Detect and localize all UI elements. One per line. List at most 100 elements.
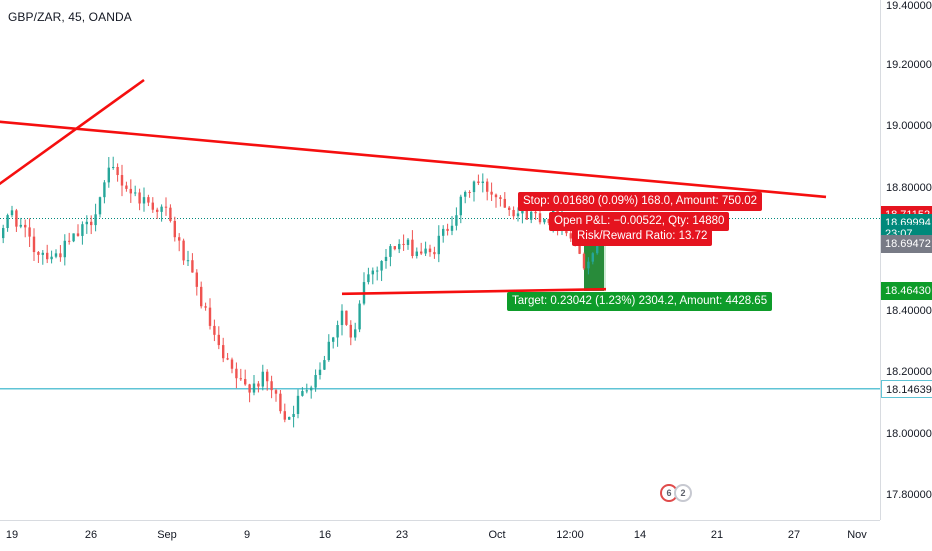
candle-body [151,202,154,210]
candle-body [512,209,515,217]
candle-body [327,341,330,361]
price-tick: 19.00000 [886,120,932,133]
plot-area[interactable]: GBP/ZAR, 45, OANDA Stop: 0.01680 (0.09%)… [0,0,880,520]
time-axis[interactable]: 19 26 Sep 9 16 23 Oct 12:00 14 21 27 Nov [0,520,880,551]
candle-body [116,166,119,176]
candle-body [508,207,511,210]
candle-body [252,383,256,393]
candle-body [134,192,137,194]
candle-body [266,371,269,382]
candle-body [490,191,493,195]
candle-body [389,246,392,257]
candle-body [90,221,93,226]
event-flag-b[interactable]: 2 [674,484,692,502]
candle-body [428,248,432,253]
price-tick: 18.40000 [886,304,932,317]
candle-body [406,239,410,245]
price-tick: 18.00000 [886,427,932,440]
trendline-2 [0,120,827,199]
price-badge-entry-price: 18.69472 [881,235,932,254]
candle-body [37,252,40,255]
time-tick: 16 [318,529,332,541]
price-badge-horizontal-line-price: 18.14639 [881,379,932,398]
candle-body [459,196,462,216]
price-axis[interactable]: 19.4000019.2000019.0000018.8000018.60000… [880,0,932,520]
candle-body [398,243,401,250]
time-tick: Nov [847,529,867,541]
candle-body [358,303,361,330]
candle-body [578,242,581,254]
candle-body [530,211,533,220]
candle-body [486,181,489,192]
candle-body [455,215,458,226]
candle-body [1,228,5,239]
candle-body [94,214,97,226]
candle-body [323,360,326,370]
time-tick: 21 [710,529,724,541]
time-tick: 14 [633,529,647,541]
candle-body [314,374,317,388]
candle-body [543,218,546,223]
candle-body [270,381,273,391]
candle-body [305,390,308,392]
candle-body [72,233,75,242]
candle-body [582,253,586,269]
candle-body [50,256,53,260]
candle-body [354,329,357,338]
candle-body [107,167,110,183]
time-tick: 19 [5,529,19,541]
candle-body [591,253,594,262]
candle-body [415,251,418,256]
candle-body [173,220,176,238]
candle-body [76,233,80,236]
candle-body [226,358,229,360]
trendline-1 [0,78,145,186]
candle-body [160,206,163,212]
trendline-3 [341,287,607,296]
candle-body [217,334,220,346]
candle-body [19,224,22,227]
candle-body [191,260,194,273]
candle-body [208,307,212,326]
candle-body [200,286,203,307]
candle-body [98,197,102,215]
candle-body [464,192,467,197]
candle-body [103,182,106,198]
time-tick: 23 [395,529,409,541]
candle-body [424,248,427,254]
candle-body [279,393,282,412]
candle-body [125,185,128,189]
candle-body [63,240,66,258]
candle-body [59,253,62,258]
candle-body [538,213,542,223]
candle-body [81,224,84,236]
time-tick: 9 [243,529,251,541]
candle-body [516,213,520,217]
time-tick: 26 [84,529,98,541]
candle-body [257,383,260,387]
target-label[interactable]: Target: 0.23042 (1.23%) 2304.2, Amount: … [507,292,773,311]
pnl-label[interactable]: Open P&L: −0.00522, Qty: 14880 [549,212,730,231]
candle-body [54,253,58,257]
stop-label[interactable]: Stop: 0.01680 (0.09%) 168.0, Amount: 750… [518,192,763,211]
price-chart-svg[interactable] [0,0,880,520]
price-tick: 17.80000 [886,489,932,502]
candle-body [433,252,436,255]
candle-body [340,310,344,326]
candle-body [283,411,286,420]
ratio-label[interactable]: Risk/Reward Ratio: 13.72 [572,227,713,246]
candle-body [494,194,498,198]
candle-body [442,228,445,236]
candle-body [301,391,304,396]
candle-body [384,256,388,262]
candle-body [204,306,207,308]
candle-body [332,337,335,342]
candle-body [376,270,379,272]
candle-body [230,359,234,369]
candle-body [288,416,291,420]
candle-body [437,235,440,255]
candle-body [28,227,31,237]
candle-body [274,390,278,394]
candle-body [402,243,405,245]
